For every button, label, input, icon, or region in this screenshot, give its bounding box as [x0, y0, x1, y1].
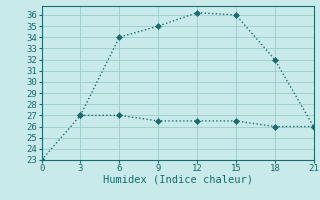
X-axis label: Humidex (Indice chaleur): Humidex (Indice chaleur): [103, 175, 252, 185]
